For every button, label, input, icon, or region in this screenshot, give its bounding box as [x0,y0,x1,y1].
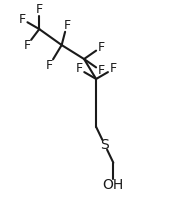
Text: F: F [98,64,105,78]
Text: F: F [19,13,26,26]
Text: F: F [98,41,105,54]
Text: F: F [75,62,82,75]
Text: F: F [46,59,53,71]
Text: F: F [24,39,31,52]
Text: F: F [63,19,70,32]
Text: F: F [36,3,43,16]
Text: OH: OH [103,178,124,192]
Text: F: F [110,62,117,75]
Text: S: S [100,138,109,152]
